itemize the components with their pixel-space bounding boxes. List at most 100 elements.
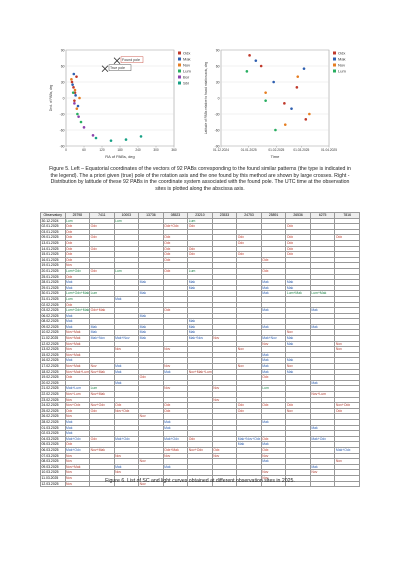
table-cell: [334, 290, 360, 297]
y-tick-label: 30: [216, 80, 220, 84]
data-point: [76, 112, 79, 116]
data-point: [94, 136, 98, 140]
table-cell: Mak+Nov+Odx: [236, 435, 262, 443]
table-row: 11.03.2025 Nov Nov: [40, 474, 360, 482]
x-tick-label: 01.03.2025: [293, 148, 309, 152]
data-point: [254, 59, 258, 62]
table-cell: [334, 385, 360, 392]
legend-label: Bor: [183, 74, 190, 79]
table-row: 28.02.2025 Mak Mak Mak: [40, 419, 360, 426]
x-tick-label: 360: [171, 148, 177, 152]
table-cell: [334, 284, 360, 292]
table-row: 09.02.2025 Mak Mak Mak Mak Mak Mak: [40, 323, 360, 331]
table-row: 06.02.2025 Mak Mak: [40, 312, 360, 320]
table-row: 15.02.2025 Nov+Mak Mak: [40, 351, 360, 359]
data-point: [272, 80, 275, 84]
y-tick-label: 90: [61, 48, 65, 52]
table-cell: [334, 424, 360, 432]
x-tick-label: 01.12.2024: [213, 148, 229, 152]
data-point: [302, 67, 306, 70]
table-cell: [334, 357, 360, 364]
data-point: [77, 115, 80, 118]
data-point: [259, 64, 263, 68]
table-cell: [334, 452, 360, 460]
table-cell: [334, 391, 360, 398]
table-row: 02.02.2025 Odx: [40, 301, 360, 309]
table-cell: [334, 480, 360, 488]
x-axis-label: RA of PABs, deg: [105, 154, 135, 159]
header-cell: Observatory: [40, 212, 66, 219]
y-tick-label: 0: [63, 96, 65, 100]
legend-swatch: [178, 81, 181, 85]
table-cell: Nov: [334, 346, 360, 353]
data-point: [264, 99, 267, 102]
legend-swatch: [333, 69, 336, 73]
data-point: [283, 123, 287, 126]
data-point: [264, 91, 267, 94]
table-row: 19.01.2025 Nov: [40, 262, 360, 269]
data-point: [73, 99, 76, 102]
table-cell: [334, 301, 360, 309]
data-point: [139, 135, 143, 138]
table-cell: Nov+Mak+Lum: [187, 368, 213, 376]
table-cell: [334, 279, 360, 286]
annotation: True pole: [110, 66, 125, 70]
data-point: [245, 70, 249, 73]
table-row: 01.03.2025 Mak Mak Mak: [40, 424, 360, 432]
table-row: 08.03.2025 Nov Nov Mak Nov: [40, 458, 360, 465]
legend-label: Lum: [338, 68, 346, 73]
annotation-box: [120, 56, 144, 63]
table-cell: [334, 251, 360, 258]
table-cell: [334, 335, 360, 342]
data-point: [75, 75, 78, 78]
legend-swatch: [178, 75, 181, 79]
table-cell: [334, 474, 360, 482]
legend-swatch: [178, 57, 181, 61]
legend-label: Mak: [338, 56, 346, 61]
legend-label: Sbl: [183, 80, 189, 85]
legend-swatch: [333, 63, 336, 67]
data-point: [304, 118, 308, 121]
table-row: 15.01.2025 Odx Odx Odx Odx Odx: [40, 251, 360, 258]
table-row: 04.03.2025 Mak+Odx Odx Mak+Odx Mak+Odx Odx Mak…: [40, 435, 360, 443]
y-tick-label: 90: [216, 48, 220, 52]
table-cell: [334, 374, 360, 381]
table-row: 17.02.2025 Nov+Mak Nov Mak Nov Nov Mak Nov: [40, 363, 360, 370]
data-point: [75, 107, 79, 110]
table-cell: [334, 368, 360, 376]
table-cell: [334, 413, 360, 420]
table-row: 16.02.2025 Mak Mak Mak: [40, 357, 360, 364]
data-point: [72, 86, 75, 89]
table-row: 13.02.2025 Nov Nov Nov Nov Nov: [40, 346, 360, 353]
data-point: [74, 94, 77, 97]
x-tick-label: 180: [117, 148, 123, 152]
table-cell: [334, 267, 360, 275]
table-row: 23.02.2025 Nov Nov: [40, 396, 360, 404]
table-cell: [334, 351, 360, 359]
data-point: [82, 126, 86, 129]
x-axis-label: Time: [271, 154, 281, 159]
table-row: 22.02.2025 Nov+Lum Nov+Mak Nov+Lum: [40, 391, 360, 398]
y-tick-label: -90: [60, 144, 65, 148]
legend-label: Odx: [338, 50, 345, 55]
y-axis-label: Latitude of PABs relative to found rotat…: [204, 62, 208, 134]
table-row: 20.02.2025 Mak Mak: [40, 379, 360, 387]
table-cell: [334, 307, 360, 314]
data-point: [109, 139, 113, 142]
y-tick-label: 60: [61, 64, 65, 68]
table-cell: [334, 318, 360, 325]
table-cell: Lum+Odx+Mak: [64, 307, 91, 314]
pole-cross: [113, 57, 121, 64]
legend-label: Nov: [338, 62, 345, 67]
table-cell: [334, 441, 360, 448]
pole-cross: [101, 65, 109, 72]
table-row: 21.02.2025 Mak+Lum Lum Nov Nov Lum: [40, 385, 360, 392]
table-cell: [334, 256, 360, 264]
table-cell: Nov+Odx: [334, 402, 360, 409]
data-point: [283, 102, 286, 105]
annotation-box: [108, 64, 132, 71]
data-point: [73, 102, 76, 105]
table-cell: [334, 363, 360, 370]
data-point: [274, 128, 277, 132]
